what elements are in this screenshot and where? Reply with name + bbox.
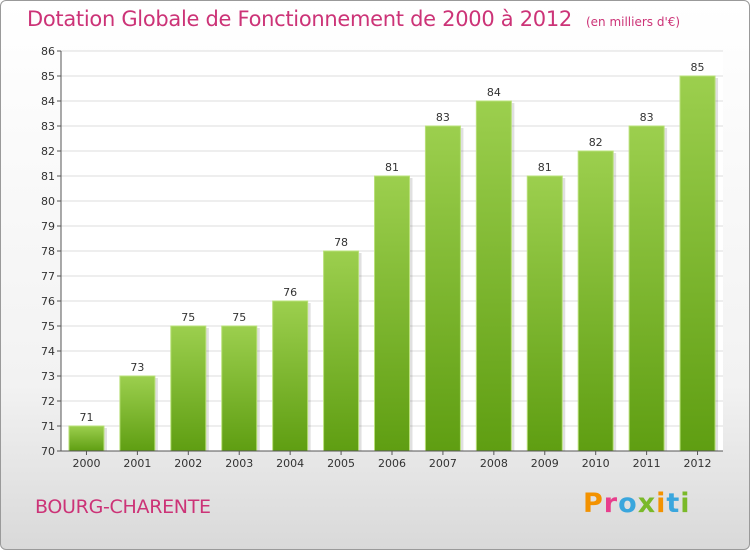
data-label: 76 <box>283 286 297 299</box>
y-tick-label: 77 <box>41 270 55 283</box>
title-row: Dotation Globale de Fonctionnement de 20… <box>27 7 680 31</box>
y-tick-label: 81 <box>41 170 55 183</box>
bar-2008[interactable] <box>475 100 512 452</box>
x-tick-label: 2010 <box>582 457 610 470</box>
data-label: 75 <box>232 311 246 324</box>
y-tick-label: 86 <box>41 45 55 58</box>
x-tick-label: 2006 <box>378 457 406 470</box>
x-tick-label: 2009 <box>531 457 559 470</box>
bars <box>68 75 719 452</box>
x-tick-label: 2011 <box>633 457 661 470</box>
y-tick-label: 82 <box>41 145 55 158</box>
data-label: 83 <box>436 111 450 124</box>
bar-2007[interactable] <box>424 125 461 452</box>
data-label: 82 <box>589 136 603 149</box>
x-tick-label: 2007 <box>429 457 457 470</box>
bar-2006[interactable] <box>374 175 410 452</box>
data-label: 75 <box>181 311 195 324</box>
y-tick-label: 80 <box>41 195 55 208</box>
y-tick-label: 85 <box>41 70 55 83</box>
bar-2001[interactable] <box>119 375 156 452</box>
y-tick-label: 76 <box>41 295 55 308</box>
y-tick-label: 84 <box>41 95 55 108</box>
y-tick-label: 74 <box>41 345 55 358</box>
data-label: 71 <box>79 411 93 424</box>
data-label: 84 <box>487 86 501 99</box>
commune-name: BOURG-CHARENTE <box>35 496 211 518</box>
axes <box>57 50 723 455</box>
data-label: 73 <box>130 361 144 374</box>
bar-2010[interactable] <box>577 150 614 452</box>
bar-2011[interactable] <box>628 125 665 452</box>
bar-2012[interactable] <box>679 75 716 452</box>
y-tick-label: 71 <box>41 420 55 433</box>
chart-subtitle: (en milliers d'€) <box>585 15 681 29</box>
x-tick-label: 2001 <box>123 457 151 470</box>
logo-letter: i <box>680 488 691 519</box>
logo-letter: i <box>656 488 667 519</box>
logo-letter: r <box>603 488 619 519</box>
logo-letter: o <box>618 488 638 519</box>
bar-2009[interactable] <box>526 175 563 452</box>
y-tick-label: 73 <box>41 370 55 383</box>
y-tick-label: 83 <box>41 120 55 133</box>
logo-letter: x <box>637 488 657 519</box>
bar-2005[interactable] <box>323 250 360 452</box>
y-tick-label: 70 <box>41 445 55 458</box>
data-label: 85 <box>691 61 705 74</box>
proxiti-logo[interactable]: Proxiti <box>583 488 691 519</box>
x-tick-label: 2005 <box>327 457 355 470</box>
x-tick-label: 2003 <box>225 457 253 470</box>
x-tick-label: 2000 <box>72 457 100 470</box>
bar-2002[interactable] <box>170 325 207 452</box>
data-label: 81 <box>385 161 399 174</box>
x-tick-label: 2008 <box>480 457 508 470</box>
logo-letter: P <box>583 488 604 519</box>
x-tick-label: 2004 <box>276 457 304 470</box>
x-tick-label: 2002 <box>174 457 202 470</box>
bar-2004[interactable] <box>272 300 309 452</box>
y-tick-label: 72 <box>41 395 55 408</box>
bar-2000[interactable] <box>68 425 105 452</box>
x-tick-label: 2012 <box>684 457 712 470</box>
logo-letter: t <box>666 488 681 519</box>
y-tick-label: 78 <box>41 245 55 258</box>
y-tick-label: 75 <box>41 320 55 333</box>
data-label: 81 <box>538 161 552 174</box>
chart-title: Dotation Globale de Fonctionnement de 20… <box>27 7 572 31</box>
labels: 70 71 72 73 74 75 76 77 78 79 80 81 82 83 84 85 86 2000 71… <box>41 45 712 470</box>
data-label: 83 <box>640 111 654 124</box>
y-tick-label: 79 <box>41 220 55 233</box>
bar-2003[interactable] <box>221 325 258 452</box>
data-label: 78 <box>334 236 348 249</box>
